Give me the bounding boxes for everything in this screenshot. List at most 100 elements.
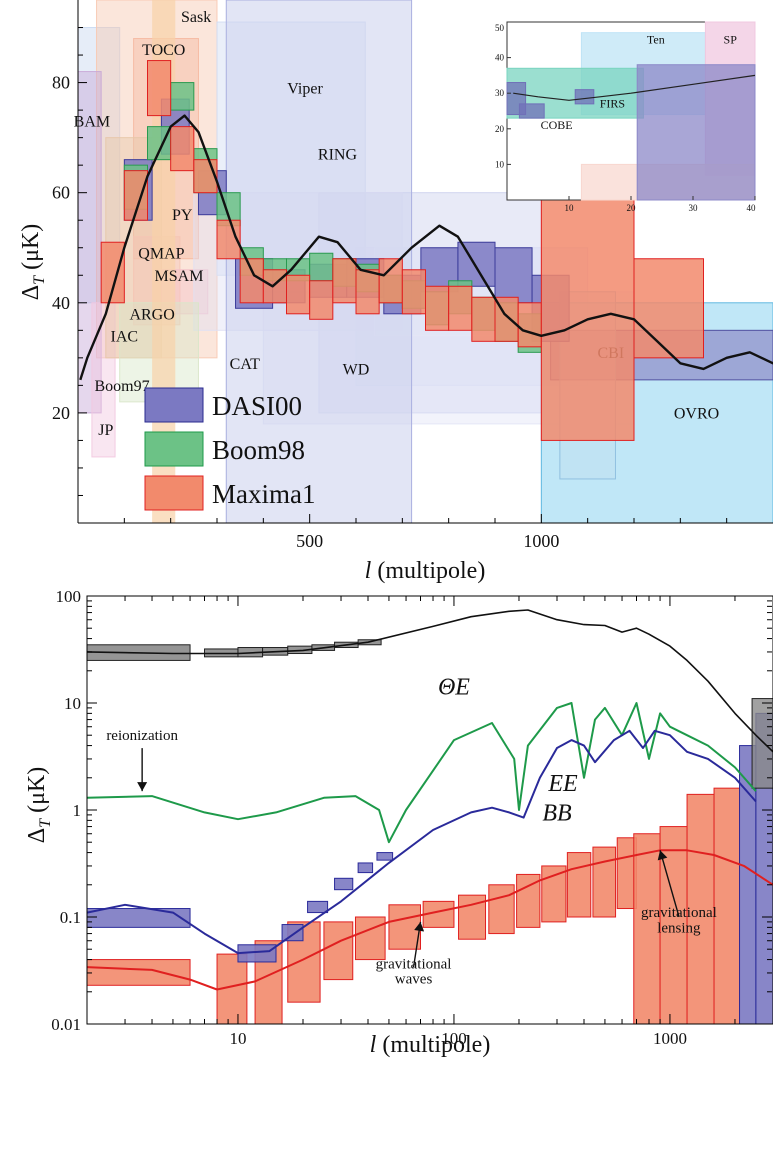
data-box-maxima1 [309, 280, 334, 320]
y-tick-label: 60 [52, 183, 70, 203]
data-box-maxima1 [401, 269, 427, 315]
tt-error-box [751, 698, 773, 789]
ee-error-box [334, 877, 354, 891]
data-box-maxima1 [147, 60, 172, 117]
bb-error-box [388, 904, 422, 950]
model-curve [79, 114, 773, 381]
y-tick-label: 80 [52, 73, 70, 93]
experiment-label: CAT [230, 356, 260, 373]
inset-y-tick-label: 10 [495, 159, 505, 169]
experiment-label: JP [98, 422, 113, 439]
experiment-label: Sask [181, 9, 211, 26]
annotation-label: EE [547, 771, 578, 797]
experiment-label: MSAM [155, 268, 204, 285]
curve-tt [86, 609, 773, 753]
annotation-label: lensing [657, 920, 701, 936]
data-box-maxima1 [517, 302, 542, 348]
experiment-label: Boom97 [94, 378, 149, 395]
data-box-maxima1 [633, 258, 704, 359]
data-box-maxima1 [100, 241, 125, 304]
inset-x-tick-label: 30 [689, 203, 699, 213]
legend-swatch [144, 387, 204, 423]
curve-bb [86, 849, 773, 991]
bb-error-box [592, 846, 617, 918]
curve-te [86, 702, 757, 844]
inset-label: SP [724, 32, 738, 46]
bb-error-box [488, 884, 515, 935]
inset-x-tick-label: 40 [747, 203, 757, 213]
data-box-maxima1 [540, 181, 635, 441]
experiment-label: PY [172, 207, 193, 224]
bb-error-box [713, 787, 741, 1025]
inset-y-tick-label: 40 [495, 53, 505, 63]
bb-error-box [86, 959, 191, 986]
bb-error-box [541, 865, 567, 923]
x-axis-title: l (multipole) [365, 558, 486, 584]
x-tick-label: 500 [296, 531, 323, 551]
data-box-dasi00 [457, 241, 496, 287]
bb-error-box [659, 826, 688, 1025]
y-tick-label: 100 [56, 590, 82, 606]
bb-error-box [323, 921, 354, 981]
curve-ee [86, 729, 757, 955]
annotation-label: ΘE [438, 675, 470, 701]
legend-label: DASI00 [212, 391, 302, 421]
annotation-arrowhead [657, 850, 668, 861]
data-box-maxima1 [239, 258, 264, 304]
x-tick-label: 1000 [653, 1029, 687, 1048]
data-box-boom98 [170, 82, 195, 111]
experiment-label: RING [318, 147, 358, 164]
y-axis-title: ΔT (μK) [24, 767, 54, 844]
x-tick-label: 100 [441, 1029, 467, 1048]
bb-error-box [686, 793, 715, 1025]
data-box-maxima1 [170, 126, 195, 172]
y-tick-label: 20 [52, 403, 70, 423]
inset-label: FIRS [600, 96, 625, 110]
inset-curve [513, 74, 756, 101]
x-tick-label: 10 [229, 1029, 246, 1048]
data-box-maxima1 [355, 269, 380, 315]
bb-error-box [566, 852, 592, 918]
bb-error-box [633, 833, 661, 1025]
y-tick-label: 0.1 [60, 908, 81, 927]
experiment-label: ARGO [129, 306, 174, 323]
experiment-label: OVRO [674, 405, 719, 422]
inset-y-tick-label: 50 [495, 23, 505, 33]
legend-swatch [144, 431, 204, 467]
data-box-maxima1 [286, 274, 311, 315]
data-box-maxima1 [448, 285, 473, 331]
annotation-arrow [659, 850, 680, 917]
data-box-maxima1 [193, 159, 218, 194]
bottom-chart: ΘEEEBBreionizationgravitationalwavesgrav… [24, 590, 773, 1058]
legend-swatch [144, 475, 204, 511]
top-chart: Sask TOCO Viper BAM RING PY QMAP MSAM ARGO IAC CAT… [18, 0, 773, 584]
data-box-maxima1 [332, 258, 357, 304]
bb-error-box [354, 916, 386, 961]
annotation-arrowhead [414, 921, 425, 932]
inset-y-tick-label: 20 [495, 124, 505, 134]
experiment-label: IAC [111, 328, 139, 345]
y-tick-label: 10 [64, 694, 81, 713]
ee-error-box [376, 852, 394, 861]
ee-error-box [281, 924, 304, 942]
inset-box [574, 89, 595, 105]
annotation-label: gravitational [641, 905, 717, 921]
experiment-label: TOCO [142, 42, 185, 59]
inset-box [636, 64, 756, 201]
experiment-label: WD [343, 361, 370, 378]
data-box-maxima1 [262, 269, 288, 304]
annotation-label: BB [542, 800, 572, 826]
inset-label: COBE [541, 118, 573, 132]
data-box-maxima1 [425, 285, 450, 331]
data-box-dasi00 [494, 247, 533, 304]
ee-error-box [86, 908, 191, 928]
data-box-boom98 [309, 252, 334, 282]
inset-y-tick-label: 30 [495, 88, 505, 98]
experiment-label: QMAP [138, 246, 184, 263]
annotation-label: waves [395, 971, 433, 987]
x-axis-title: l (multipole) [370, 1032, 491, 1058]
data-box-maxima1 [471, 296, 496, 342]
inset-box [518, 103, 545, 119]
inset-x-tick-label: 20 [627, 203, 637, 213]
legend-label: Boom98 [212, 435, 305, 465]
